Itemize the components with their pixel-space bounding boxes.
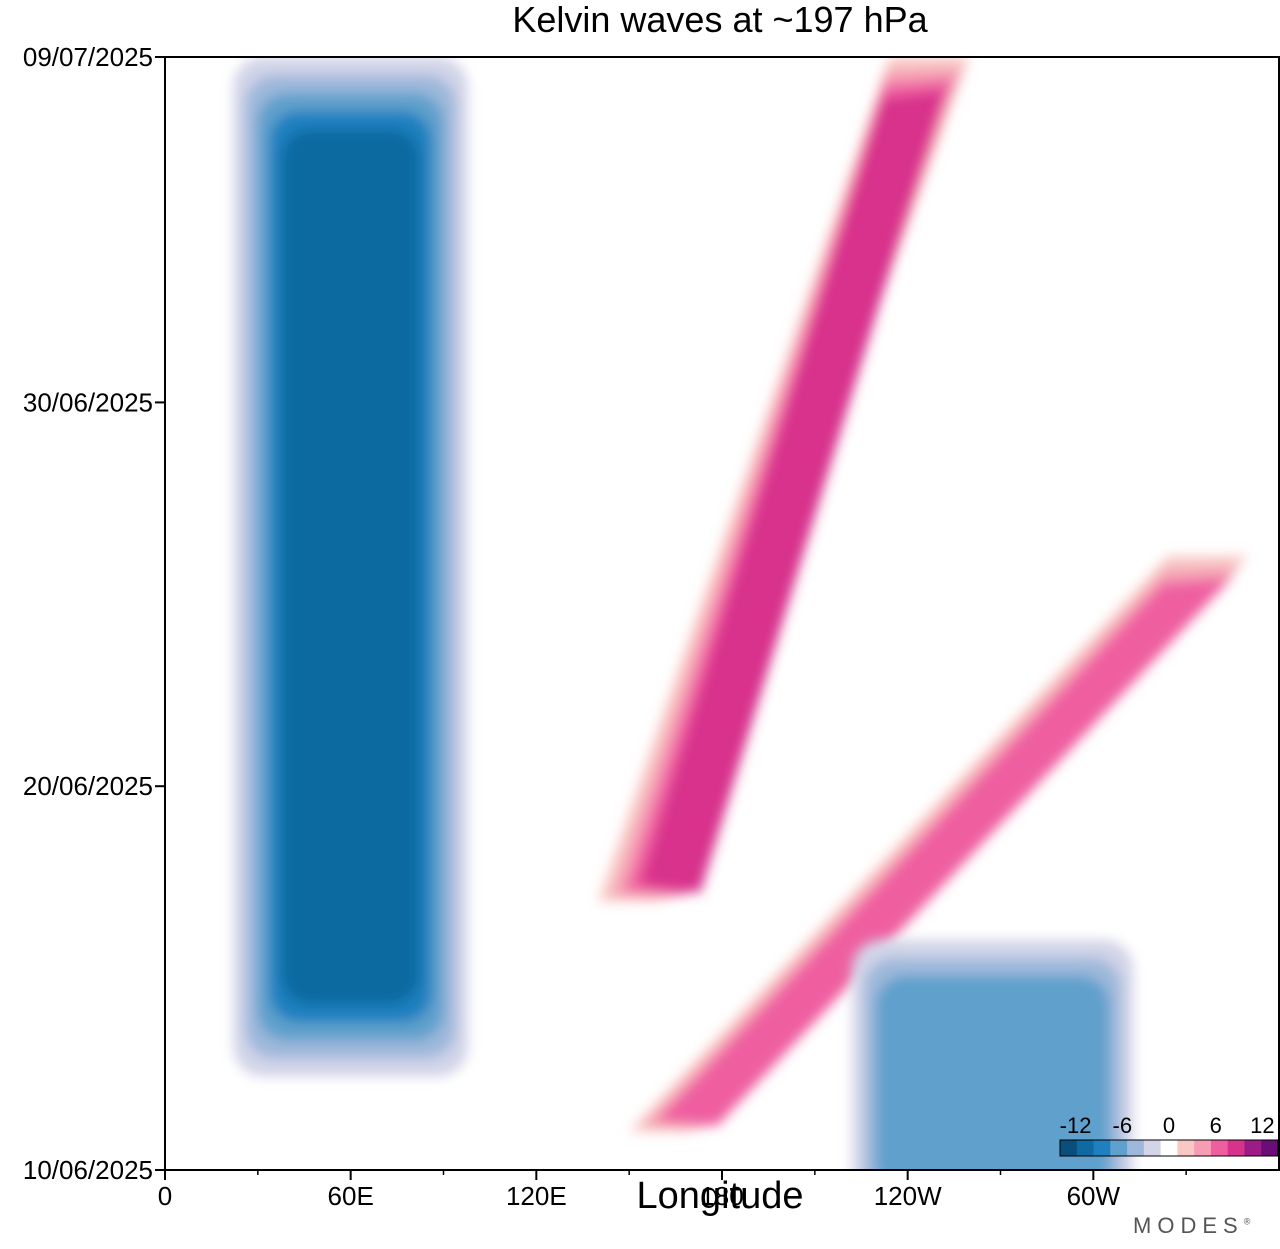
colorbar-swatch	[1227, 1140, 1245, 1156]
x-axis-label: Longitude	[636, 1175, 804, 1217]
colorbar-label: 12	[1250, 1113, 1275, 1138]
colorbar-swatch	[1210, 1140, 1229, 1156]
colorbar-label: 0	[1162, 1113, 1176, 1138]
contour-level	[640, 90, 945, 893]
x-tick-label: 120W	[874, 1181, 942, 1211]
negative-anomaly-band	[233, 57, 469, 1077]
colorbar-swatch	[1076, 1140, 1095, 1156]
positive-anomaly-band-1	[598, 57, 970, 902]
y-tick-label: 09/07/2025	[23, 42, 153, 72]
y-tick-label: 10/06/2025	[23, 1155, 153, 1185]
colorbar-label: -12	[1059, 1113, 1092, 1138]
colorbar-swatch	[1127, 1140, 1145, 1156]
colorbar-frame	[1059, 1139, 1279, 1157]
y-tick-label: 20/06/2025	[23, 771, 153, 801]
colorbar-swatch	[1261, 1140, 1279, 1156]
x-tick-label: 0	[158, 1181, 172, 1211]
y-tick-label: 30/06/2025	[23, 387, 153, 417]
colorbar-swatch	[1194, 1140, 1212, 1156]
x-tick-label: 120E	[506, 1181, 567, 1211]
negative-anomaly-patch	[852, 939, 1134, 1170]
y-axis: 09/07/2025 30/06/2025 20/06/2025 10/06/2025	[23, 42, 165, 1185]
colorbar-swatch	[1110, 1140, 1128, 1156]
colorbar-swatch	[1244, 1140, 1262, 1156]
chart-title: Kelvin waves at ~197 hPa	[512, 0, 928, 40]
x-tick-label: 60E	[328, 1181, 374, 1211]
x-axis: 0 60E 120E 180 120W 60W	[158, 1170, 1187, 1211]
x-tick-label: 180	[700, 1181, 743, 1211]
colorbar-label: -6	[1112, 1113, 1133, 1138]
colorbar-label: 6	[1209, 1113, 1222, 1138]
brand-text: MODES	[1133, 1213, 1244, 1238]
contour-level	[657, 578, 1232, 1127]
brand-mark: ®	[1243, 1216, 1251, 1227]
colorbar-swatch	[1093, 1140, 1111, 1156]
contour-level	[876, 975, 1110, 1170]
contour-level	[281, 129, 421, 1005]
positive-anomaly-band-2	[629, 555, 1249, 1132]
colorbar-swatch	[1177, 1140, 1195, 1156]
colorbar-swatch	[1143, 1140, 1162, 1156]
colorbar	[1059, 1139, 1279, 1157]
x-tick-label: 60W	[1067, 1181, 1121, 1211]
contour-field	[233, 57, 1249, 1170]
colorbar-swatch	[1060, 1140, 1078, 1156]
brand-logo: MODES®	[1133, 1213, 1250, 1239]
colorbar-swatch	[1160, 1140, 1178, 1156]
